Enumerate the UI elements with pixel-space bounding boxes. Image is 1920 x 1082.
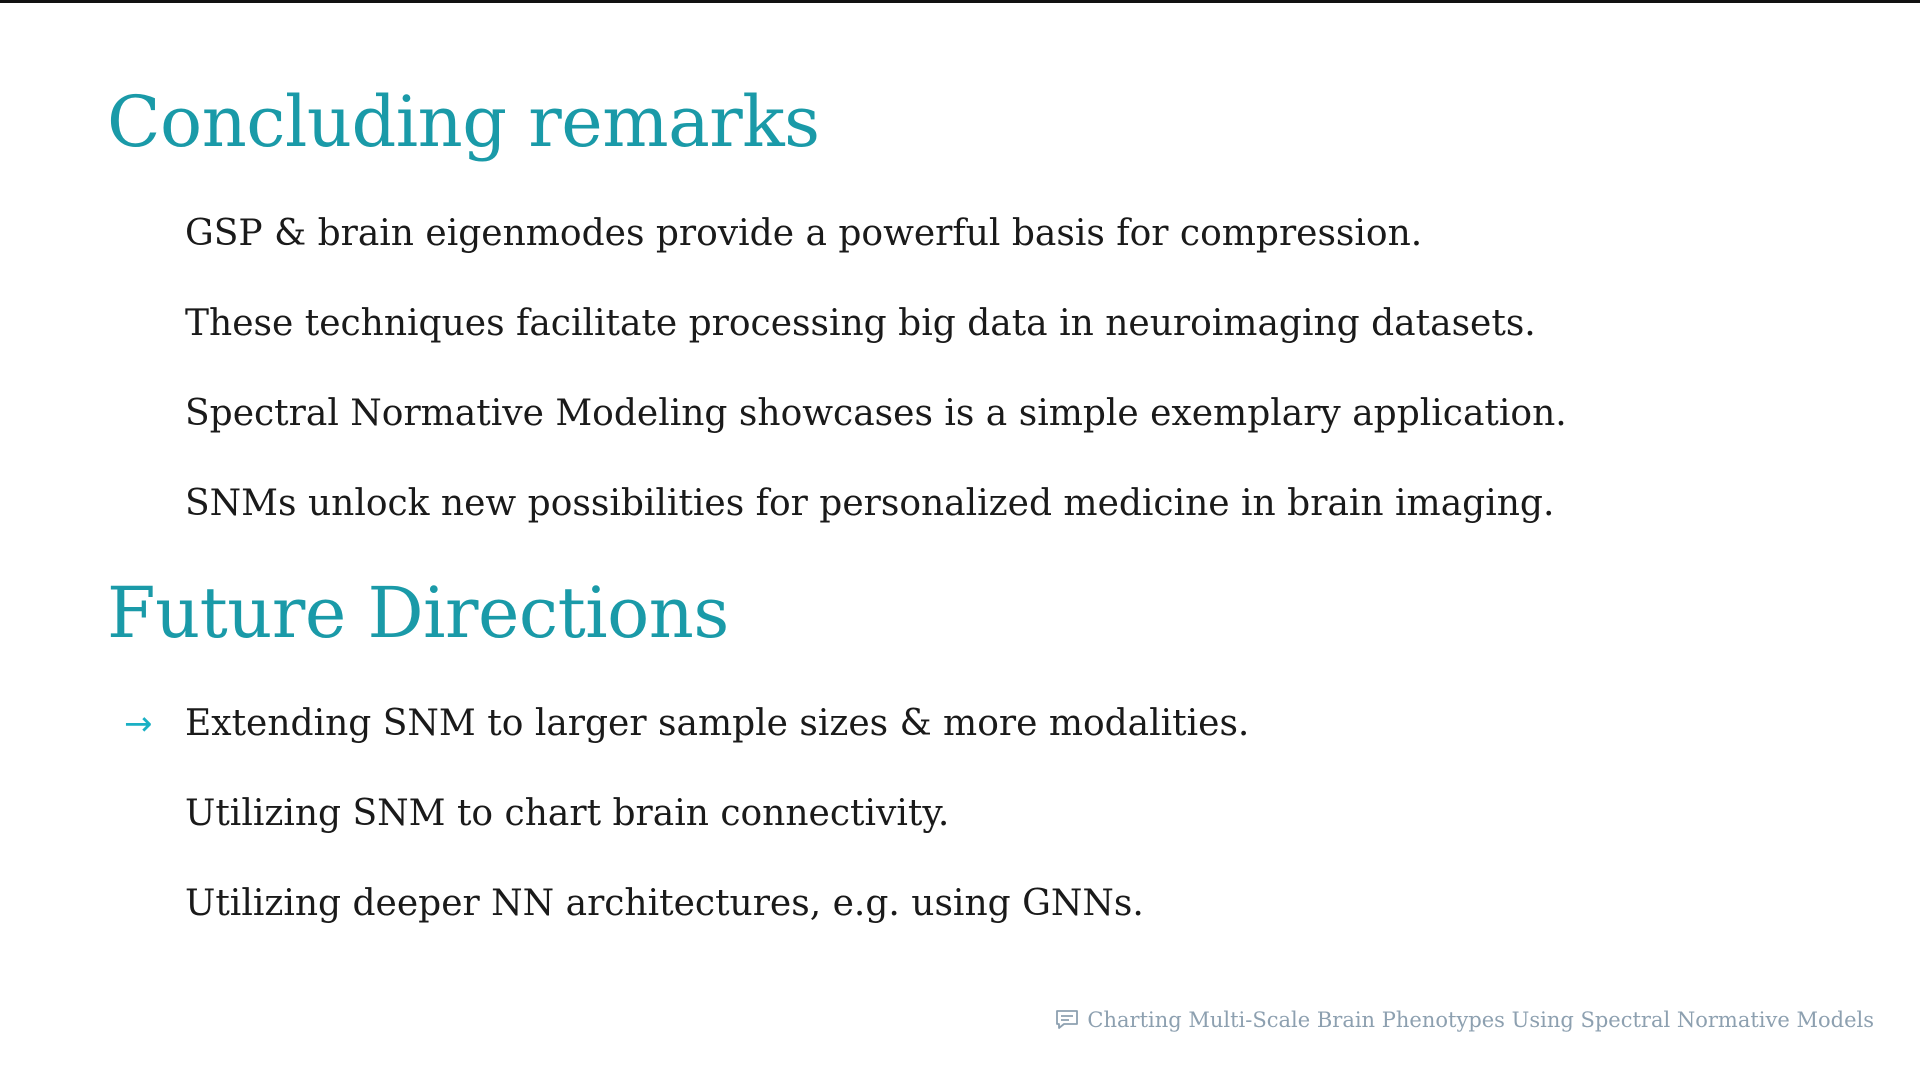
list-item-text: GSP & brain eigenmodes provide a powerfu… xyxy=(185,213,1423,254)
arrow-right-icon: → xyxy=(124,704,153,744)
list-item-text: Extending SNM to larger sample sizes & m… xyxy=(185,703,1250,744)
comment-icon xyxy=(1055,1009,1079,1031)
list-item-text: Utilizing SNM to chart brain connectivit… xyxy=(185,793,950,834)
slide-footer: Charting Multi-Scale Brain Phenotypes Us… xyxy=(1055,1006,1874,1034)
list-item-text: These techniques facilitate processing b… xyxy=(185,303,1536,344)
list-item-text: Spectral Normative Modeling showcases is… xyxy=(185,393,1567,434)
top-border xyxy=(0,0,1920,3)
presentation-title: Charting Multi-Scale Brain Phenotypes Us… xyxy=(1087,1008,1874,1032)
list-item-text: SNMs unlock new possibilities for person… xyxy=(185,483,1555,524)
section-title-concluding-remarks: Concluding remarks xyxy=(107,81,820,163)
section-title-future-directions: Future Directions xyxy=(107,572,729,654)
list-item-text: Utilizing deeper NN architectures, e.g. … xyxy=(185,883,1144,924)
